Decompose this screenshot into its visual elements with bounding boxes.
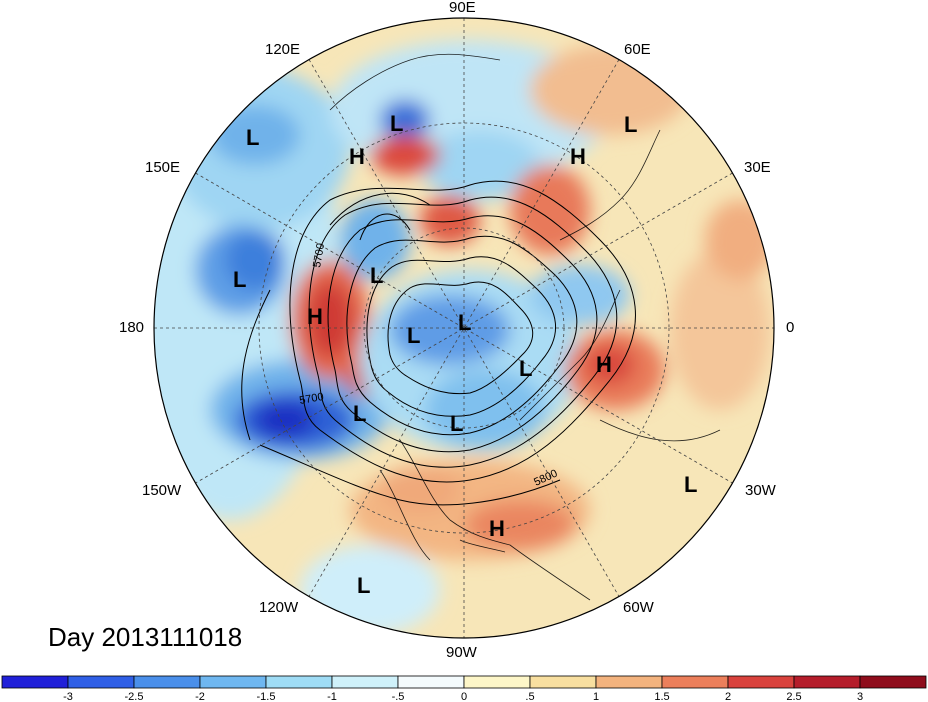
pressure-centers: L L H H L L L H L L L L H L L L H: [233, 111, 697, 598]
colorbar-tick-label: 1.5: [654, 691, 669, 702]
pressure-center: L: [246, 125, 259, 150]
colorbar-swatch: [529, 675, 597, 689]
colorbar-tick-label: -2: [195, 691, 205, 702]
colorbar-tick-label: 2.5: [786, 691, 801, 702]
colorbar-tick-label: -1: [327, 691, 337, 702]
pressure-center: L: [370, 263, 383, 288]
lon-label-60w: 60W: [623, 599, 654, 616]
graticule: [154, 18, 774, 638]
colorbar-swatch: [265, 675, 333, 689]
day-label: Day 2013111018: [48, 622, 243, 652]
lon-label-30e: 30E: [744, 159, 771, 176]
colorbar-swatch: [595, 675, 663, 689]
colorbar-swatch: [793, 675, 861, 689]
pressure-center: L: [407, 323, 420, 348]
colorbar-tick-label: -2.5: [125, 691, 144, 702]
pressure-center: L: [233, 267, 246, 292]
pressure-center: L: [353, 401, 366, 426]
lon-label-90e: 90E: [449, 0, 476, 16]
pressure-center: L: [450, 411, 463, 436]
colorbar-swatch: [67, 675, 135, 689]
colorbar-tick-label: 2: [725, 691, 731, 702]
lon-label-30w: 30W: [745, 482, 776, 499]
pressure-center: L: [390, 111, 403, 136]
map-boundary: [153, 17, 775, 639]
lon-label-120e: 120E: [265, 41, 301, 58]
colorbar-tick-label: -1.5: [257, 691, 276, 702]
pressure-center: L: [519, 356, 532, 381]
colorbar-tick-label: -.5: [392, 691, 405, 702]
lon-label-150e: 150E: [145, 159, 181, 176]
lon-label-90w: 90W: [446, 644, 477, 661]
pressure-center: H: [307, 304, 323, 329]
colorbar-tick-label: 3: [857, 691, 863, 702]
colorbar-swatch: [331, 675, 399, 689]
pressure-center: L: [357, 573, 370, 598]
height-contours: [241, 180, 636, 506]
pressure-center: H: [489, 516, 505, 541]
pressure-center: L: [624, 112, 637, 137]
colorbar-tick-label: .5: [525, 691, 534, 702]
lon-label-180: 180: [119, 319, 145, 336]
pressure-center: H: [596, 352, 612, 377]
colorbar-swatch: [727, 675, 795, 689]
contour-label: 5700: [298, 391, 324, 407]
anomaly-field: [154, 18, 774, 638]
colorbar-tick-label: 0: [461, 691, 467, 702]
lon-label-0: 0: [786, 319, 795, 336]
colorbar-swatch: [1, 675, 69, 689]
colorbar-tick-label: 1: [593, 691, 599, 702]
pressure-center: L: [458, 310, 471, 335]
pressure-center: H: [570, 144, 586, 169]
coastlines: [329, 53, 721, 601]
colorbar-swatch: [199, 675, 267, 689]
colorbar-tick-label: -3: [63, 691, 73, 702]
lon-label-60e: 60E: [624, 41, 651, 58]
pressure-center: L: [684, 472, 697, 497]
colorbar-swatch: [133, 675, 201, 689]
lon-label-150w: 150W: [142, 482, 182, 499]
colorbar-swatch: [463, 675, 531, 689]
pressure-center: H: [349, 144, 365, 169]
colorbar-swatch: [397, 675, 465, 689]
colorbar: -3 -2.5 -2 -1.5 -1 -.5 0 .5 1 1.5 2 2.5 3: [1, 675, 927, 702]
lon-label-120w: 120W: [259, 599, 299, 616]
colorbar-swatch: [661, 675, 729, 689]
contour-label: 5700: [311, 242, 327, 268]
colorbar-swatch: [859, 675, 927, 689]
